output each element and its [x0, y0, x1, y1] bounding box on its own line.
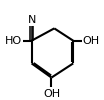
Text: OH: OH [83, 36, 100, 46]
Text: N: N [27, 15, 36, 25]
Text: HO: HO [5, 36, 22, 46]
Text: OH: OH [43, 89, 60, 99]
